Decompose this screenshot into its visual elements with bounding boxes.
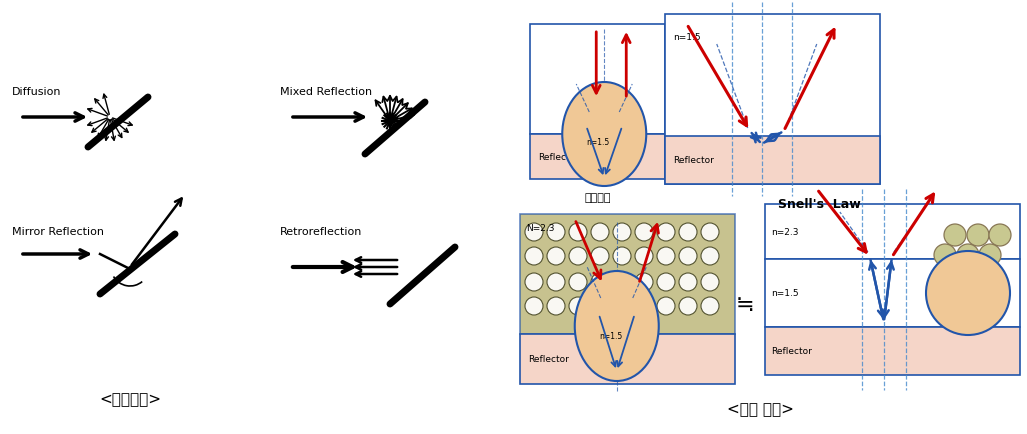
- Text: Diffusion: Diffusion: [12, 87, 62, 97]
- Circle shape: [613, 297, 631, 315]
- Circle shape: [934, 244, 956, 266]
- Bar: [530, 25, 665, 135]
- Circle shape: [525, 273, 543, 291]
- Circle shape: [635, 297, 653, 315]
- Text: Mixed Reflection: Mixed Reflection: [280, 87, 372, 97]
- Circle shape: [679, 273, 697, 291]
- Circle shape: [547, 273, 565, 291]
- Circle shape: [569, 247, 587, 265]
- Circle shape: [701, 224, 719, 241]
- Bar: [665, 137, 880, 184]
- Circle shape: [679, 224, 697, 241]
- Circle shape: [701, 297, 719, 315]
- Text: ≒: ≒: [735, 294, 754, 314]
- Circle shape: [926, 251, 1010, 335]
- Bar: [765, 327, 1020, 375]
- Circle shape: [657, 297, 675, 315]
- Text: n=1.5: n=1.5: [586, 138, 609, 147]
- Circle shape: [657, 224, 675, 241]
- Bar: [765, 204, 1020, 260]
- Ellipse shape: [575, 271, 658, 381]
- Circle shape: [679, 297, 697, 315]
- Text: n=1.5: n=1.5: [771, 289, 799, 298]
- Text: n=2.3: n=2.3: [771, 227, 799, 237]
- Circle shape: [547, 247, 565, 265]
- Circle shape: [979, 244, 1001, 266]
- Bar: [520, 334, 735, 384]
- Circle shape: [613, 273, 631, 291]
- Circle shape: [525, 297, 543, 315]
- Circle shape: [957, 244, 979, 266]
- Circle shape: [635, 247, 653, 265]
- Circle shape: [525, 247, 543, 265]
- Circle shape: [679, 247, 697, 265]
- Text: n=1.5: n=1.5: [673, 33, 700, 41]
- Text: Reflector: Reflector: [538, 153, 579, 161]
- Text: 재귀반사: 재귀반사: [584, 193, 611, 203]
- Circle shape: [591, 247, 609, 265]
- Circle shape: [657, 247, 675, 265]
- Bar: [765, 260, 1020, 327]
- Circle shape: [657, 273, 675, 291]
- Circle shape: [701, 247, 719, 265]
- Text: Reflector: Reflector: [528, 355, 569, 364]
- Text: Retroreflection: Retroreflection: [280, 227, 363, 237]
- Text: <제안 기술>: <제안 기술>: [726, 401, 794, 417]
- Text: Reflector: Reflector: [673, 156, 714, 165]
- Circle shape: [613, 247, 631, 265]
- Circle shape: [525, 224, 543, 241]
- Circle shape: [967, 224, 989, 247]
- Text: Snell's  Law: Snell's Law: [778, 198, 862, 211]
- Text: N=2.3: N=2.3: [526, 224, 555, 233]
- Circle shape: [569, 297, 587, 315]
- Circle shape: [591, 297, 609, 315]
- Circle shape: [591, 273, 609, 291]
- Circle shape: [613, 224, 631, 241]
- Circle shape: [989, 224, 1011, 247]
- Ellipse shape: [562, 83, 646, 187]
- Text: <반사산란>: <반사산란>: [99, 391, 161, 407]
- Text: n=1.5: n=1.5: [600, 332, 623, 341]
- Circle shape: [569, 224, 587, 241]
- Text: Mirror Reflection: Mirror Reflection: [12, 227, 104, 237]
- Bar: [520, 214, 735, 334]
- Bar: [665, 15, 880, 184]
- Circle shape: [591, 224, 609, 241]
- Circle shape: [569, 273, 587, 291]
- Bar: [530, 135, 665, 180]
- Circle shape: [547, 297, 565, 315]
- Circle shape: [944, 224, 966, 247]
- Circle shape: [635, 273, 653, 291]
- Text: Reflector: Reflector: [771, 347, 812, 356]
- Circle shape: [547, 224, 565, 241]
- Circle shape: [635, 224, 653, 241]
- Circle shape: [701, 273, 719, 291]
